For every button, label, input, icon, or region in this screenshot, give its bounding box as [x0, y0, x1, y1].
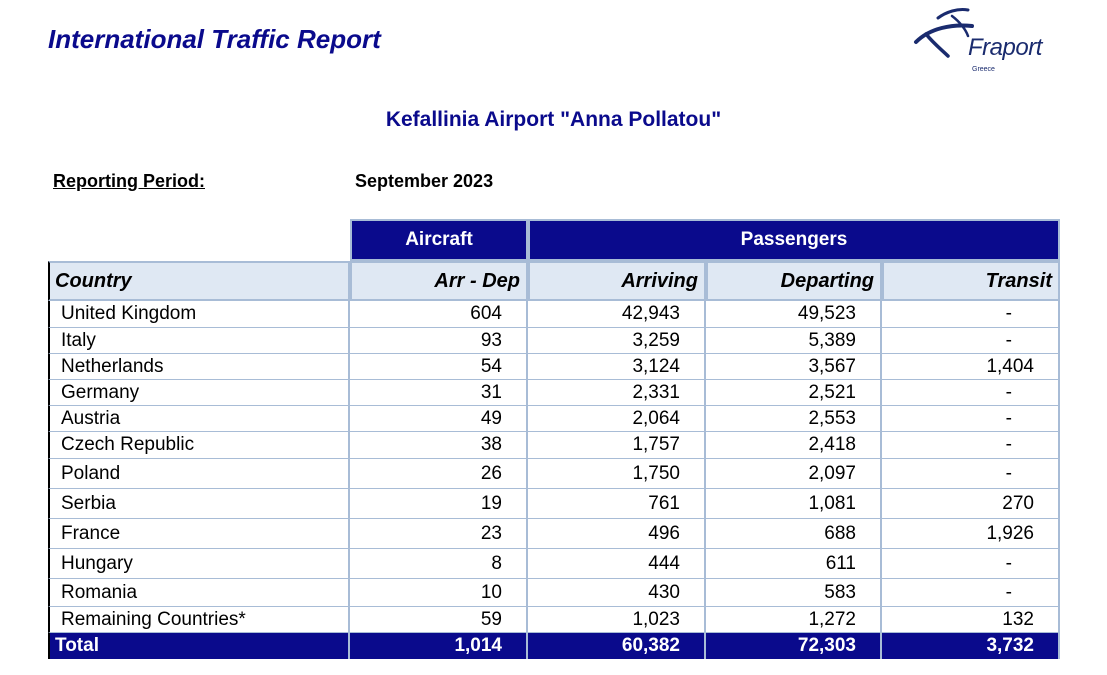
table-cell: 1,750	[528, 459, 706, 489]
table-cell: -	[882, 459, 1060, 489]
table-cell: 49,523	[706, 301, 882, 328]
table-cell: 611	[706, 549, 882, 579]
report-title: International Traffic Report	[48, 24, 381, 54]
table-cell: 26	[350, 459, 528, 489]
table-cell: 59	[350, 607, 528, 633]
aircraft-group-header: Aircraft	[350, 219, 528, 261]
table-cell: -	[882, 579, 1060, 607]
table-cell: 3,259	[528, 328, 706, 354]
reporting-period-label: Reporting Period:	[53, 171, 205, 191]
table-cell: 1,926	[882, 519, 1060, 549]
table-cell: 2,521	[706, 380, 882, 406]
table-cell: 430	[528, 579, 706, 607]
table-cell: -	[882, 301, 1060, 328]
country-cell: Romania	[48, 579, 350, 607]
table-cell: 132	[882, 607, 1060, 633]
table-cell: 10	[350, 579, 528, 607]
total-value: 1,014	[350, 633, 528, 659]
table-cell: 444	[528, 549, 706, 579]
table-cell: 2,331	[528, 380, 706, 406]
column-header-2: Arriving	[528, 261, 706, 301]
column-header-0: Country	[48, 261, 350, 301]
table-cell: 1,404	[882, 354, 1060, 380]
total-value: 3,732	[882, 633, 1060, 659]
table-cell: 496	[528, 519, 706, 549]
table-cell: 2,097	[706, 459, 882, 489]
table-cell: 3,124	[528, 354, 706, 380]
airport-title: Kefallinia Airport "Anna Pollatou"	[385, 108, 722, 131]
total-label: Total	[48, 633, 350, 659]
table-cell: -	[882, 328, 1060, 354]
column-header-4: Transit	[882, 261, 1060, 301]
table-cell: 2,418	[706, 432, 882, 459]
table-cell: 583	[706, 579, 882, 607]
country-cell: Poland	[48, 459, 350, 489]
table-cell: 1,023	[528, 607, 706, 633]
table-cell: 19	[350, 489, 528, 519]
country-cell: Czech Republic	[48, 432, 350, 459]
logo-subtext: Greece	[972, 66, 995, 73]
country-cell: Austria	[48, 406, 350, 432]
table-cell: -	[882, 380, 1060, 406]
column-header-3: Departing	[706, 261, 882, 301]
table-cell: 761	[528, 489, 706, 519]
country-cell: United Kingdom	[48, 301, 350, 328]
country-cell: Hungary	[48, 549, 350, 579]
table-cell: 2,064	[528, 406, 706, 432]
country-cell: France	[48, 519, 350, 549]
table-cell: 42,943	[528, 301, 706, 328]
table-cell: 688	[706, 519, 882, 549]
country-cell: Serbia	[48, 489, 350, 519]
table-cell: 270	[882, 489, 1060, 519]
table-cell: 8	[350, 549, 528, 579]
table-cell: 54	[350, 354, 528, 380]
fraport-logo: Fraport Greece	[908, 4, 1058, 78]
table-cell: 31	[350, 380, 528, 406]
table-cell: -	[882, 406, 1060, 432]
total-value: 72,303	[706, 633, 882, 659]
table-cell: -	[882, 549, 1060, 579]
table-cell: 49	[350, 406, 528, 432]
country-cell: Remaining Countries*	[48, 607, 350, 633]
fraport-swirl-icon	[914, 8, 974, 58]
logo-text: Fraport	[968, 34, 1042, 61]
country-cell: Italy	[48, 328, 350, 354]
table-cell: -	[882, 432, 1060, 459]
country-cell: Netherlands	[48, 354, 350, 380]
table-cell: 2,553	[706, 406, 882, 432]
table-cell: 93	[350, 328, 528, 354]
total-value: 60,382	[528, 633, 706, 659]
table-cell: 604	[350, 301, 528, 328]
reporting-period-value: September 2023	[355, 171, 494, 191]
table-cell: 3,567	[706, 354, 882, 380]
table-cell: 23	[350, 519, 528, 549]
table-cell: 5,389	[706, 328, 882, 354]
country-cell: Germany	[48, 380, 350, 406]
column-header-1: Arr - Dep	[350, 261, 528, 301]
table-cell: 1,757	[528, 432, 706, 459]
table-cell: 38	[350, 432, 528, 459]
table-cell: 1,272	[706, 607, 882, 633]
passengers-group-header: Passengers	[528, 219, 1060, 261]
table-cell: 1,081	[706, 489, 882, 519]
